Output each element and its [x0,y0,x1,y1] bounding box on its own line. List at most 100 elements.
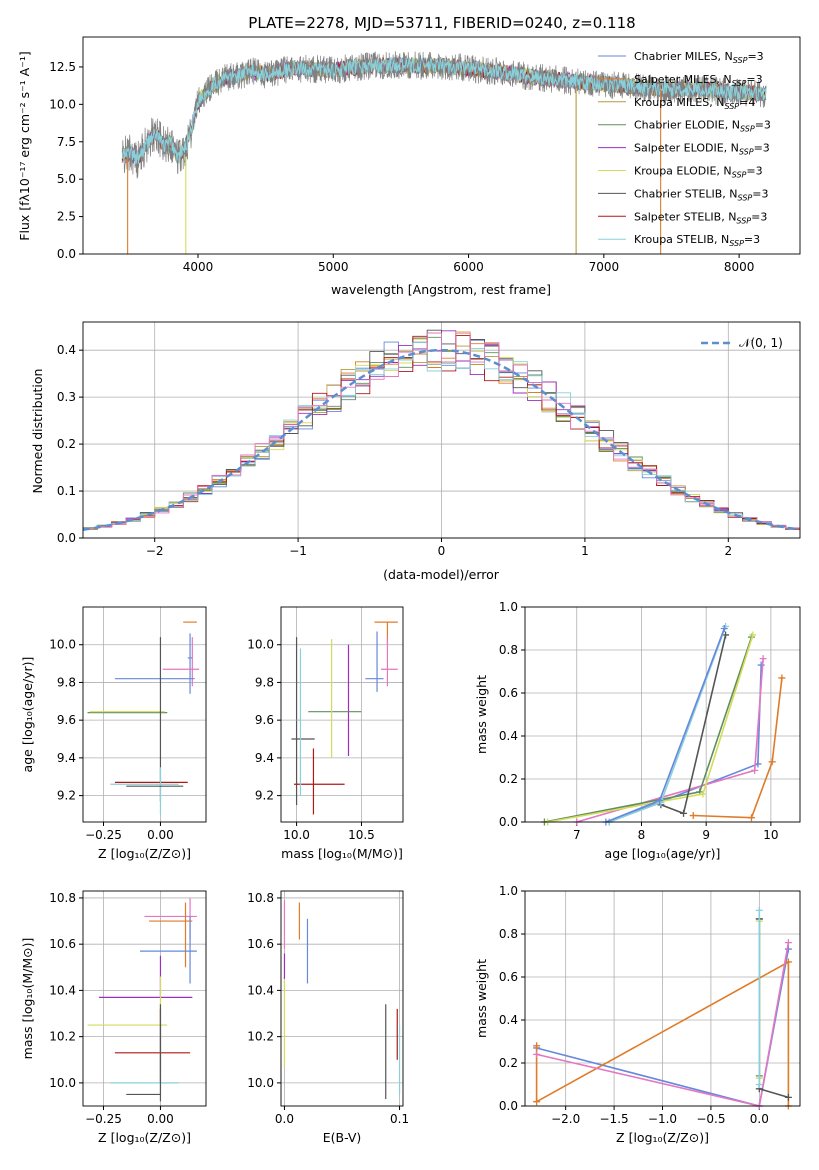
legend-entry: Kroupa STELIB, NSSP=3 [634,233,760,248]
massweight-age-ytick-label: 0.0 [499,815,518,829]
histogram-ylabel: Normed distribution [30,369,45,494]
spectrum-ylabel: Flux [fλ10⁻¹⁷ erg cm⁻² s⁻¹ A⁻¹] [17,51,32,240]
mass-z-xtick-label: 0.00 [147,1112,174,1126]
massweight-age-xtick-label: 10 [763,828,778,842]
massweight-age-xtick-label: 8 [638,828,646,842]
massweight-z-ytick-label: 0.0 [499,1099,518,1113]
massweight-z-frame [524,890,801,1107]
massweight-z-ytick-label: 0.4 [499,1013,518,1027]
legend-entry: Chabrier MILES, NSSP=3 [634,50,764,65]
spectrum-xtick-label: 8000 [724,260,755,274]
massweight-age-point-marker [699,790,707,798]
age-z-ytick-label: 9.6 [57,713,76,727]
age-mass-ytick-label: 9.2 [255,789,274,803]
mass-z-frame [82,890,207,1107]
mass-ebv-ytick-label: 10.6 [247,937,274,951]
massweight-z-point-marker [533,1050,541,1058]
spectrum-frame [82,36,801,255]
massweight-vs-metallicity-panel: −2.0 −1.5 −1.0 −0.5 0.0 0.0 0.2 0.4 0.6 0.8 1.0 Z [… [474,884,801,1145]
histogram-xtick-label: 2 [724,544,732,558]
spectrum-xtick-label: 4000 [183,260,214,274]
model-spectrum-line [121,57,767,165]
age-mass-xtick-label: 10.0 [283,828,310,842]
spectrum-xtick-label: 7000 [589,260,620,274]
histogram-ytick-label: 0.3 [57,390,76,404]
massweight-age-point-marker [749,631,757,639]
massweight-z-xtick-label: −1.0 [648,1112,677,1126]
spectrum-ytick-label: 5.0 [57,172,76,186]
age-vs-mass-panel: 10.0 10.5 9.2 9.4 9.6 9.8 10.0 mass [log₁₀(M/M⊙… [247,606,404,861]
massweight-age-ylabel: mass weight [474,675,489,754]
massweight-z-point-marker [784,958,792,966]
massweight-age-point-marker [720,625,728,632]
age-mass-ytick-label: 10.0 [247,638,274,652]
mass-vs-metallicity-panel: −0.25 0.00 10.0 10.2 10.4 10.6 10.8 Z [log₁₀(Z/… [20,890,207,1145]
age-vs-metallicity-panel: −0.25 0.00 9.2 9.4 9.6 9.8 10.0 Z [log₁₀(Z/Z⊙)]… [20,606,207,861]
massweight-age-series-line [547,634,754,823]
age-z-xlabel: Z [log₁₀(Z/Z⊙)] [98,846,191,861]
massweight-age-point-marker [680,809,688,817]
age-z-frame [82,606,207,823]
massweight-age-xtick-label: 7 [573,828,581,842]
mass-z-ytick-label: 10.2 [49,1030,76,1044]
massweight-z-point-marker [784,1093,792,1101]
mass-ebv-xtick-label: 0.0 [275,1112,294,1126]
massweight-age-ytick-label: 0.4 [499,729,518,743]
age-mass-ytick-label: 9.4 [255,751,274,765]
legend-entry: Chabrier ELODIE, NSSP=3 [634,119,771,134]
histogram-ytick-label: 0.2 [57,437,76,451]
massweight-age-xtick-label: 9 [702,828,710,842]
legend-entry: Salpeter STELIB, NSSP=3 [634,210,767,225]
spectrum-ytick-label: 12.5 [49,60,76,74]
massweight-z-ytick-label: 0.2 [499,1056,518,1070]
histogram-xtick-label: −1 [289,544,307,558]
residual-histogram-panel: −2 −1 0 1 2 0.0 0.1 0.2 0.3 0.4 (data-model)/erro… [30,321,801,582]
massweight-age-series-line [693,677,783,819]
legend-entry: Kroupa MILES, NSSP=4 [634,96,755,111]
spectrum-ytick-label: 10.0 [49,97,76,111]
histogram-ytick-label: 0.4 [57,343,76,357]
mass-z-ytick-label: 10.4 [49,983,76,997]
histogram-ytick-label: 0.0 [57,531,76,545]
massweight-age-point-marker [751,766,759,774]
age-z-ytick-label: 10.0 [49,638,76,652]
age-z-ylabel: age [log₁₀(age/yr)] [20,657,35,773]
massweight-z-series-line [758,919,789,1099]
massweight-age-point-marker [747,814,755,822]
massweight-age-frame [524,606,801,823]
spectrum-ytick-label: 2.5 [57,210,76,224]
histogram-ytick-label: 0.1 [57,484,76,498]
mass-z-xlabel: Z [log₁₀(Z/Z⊙)] [98,1130,191,1145]
massweight-z-point-marker [755,906,763,914]
age-mass-ytick-label: 9.6 [255,713,274,727]
massweight-age-series-line [660,634,727,815]
massweight-z-xtick-label: −0.5 [696,1112,725,1126]
massweight-z-series-line [535,960,790,1106]
massweight-z-xtick-label: 0.0 [750,1112,769,1126]
normal-curve [82,348,798,531]
massweight-z-point-marker [755,1081,763,1088]
massweight-age-xlabel: age [log₁₀(age/yr)] [605,846,721,861]
massweight-age-ytick-label: 0.8 [499,643,518,657]
massweight-z-ylabel: mass weight [474,959,489,1038]
spectrum-title: PLATE=2278, MJD=53711, FIBERID=0240, z=0… [248,14,635,32]
mass-z-ytick-label: 10.0 [49,1076,76,1090]
spectrum-xtick-label: 5000 [318,260,349,274]
massweight-z-xtick-label: −2.0 [551,1112,580,1126]
massweight-age-point-marker [768,758,776,766]
mass-z-ytick-label: 10.6 [49,937,76,951]
legend-entry: Salpeter MILES, NSSP=3 [634,73,763,88]
massweight-z-point-marker [533,1042,541,1050]
age-z-xtick-label: −0.25 [85,828,122,842]
legend-entry: Chabrier STELIB, NSSP=3 [634,187,768,202]
mass-ebv-ytick-label: 10.0 [247,1076,274,1090]
legend-entry: Salpeter ELODIE, NSSP=3 [634,142,770,157]
massweight-age-ytick-label: 1.0 [499,600,518,614]
mass-z-ylabel: mass [log₁₀(M/M⊙)] [20,938,35,1060]
mass-ebv-ytick-label: 10.8 [247,891,274,905]
spectrum-panel: PLATE=2278, MJD=53711, FIBERID=0240, z=0… [17,14,801,297]
massweight-age-ytick-label: 0.2 [499,772,518,786]
age-mass-frame [280,606,404,823]
massweight-z-point-marker [533,1098,541,1106]
